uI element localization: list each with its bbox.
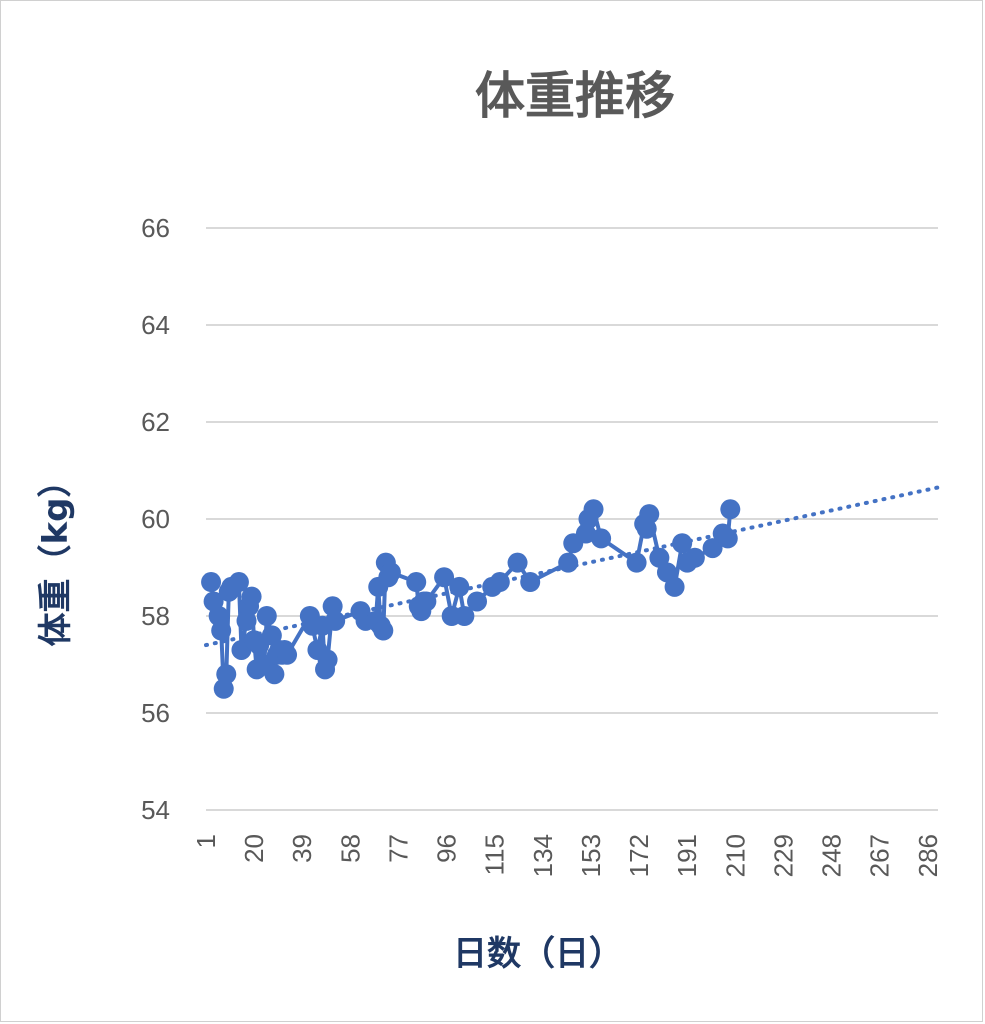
data-point-32: [325, 610, 346, 631]
data-point-12: [241, 586, 262, 607]
data-point-19: [264, 664, 285, 685]
y-tick-54: 54: [141, 795, 170, 825]
x-tick-20: 20: [239, 834, 269, 863]
data-point-5: [216, 664, 237, 685]
x-tick-39: 39: [287, 834, 317, 863]
data-point-47: [434, 567, 455, 588]
x-tick-210: 210: [720, 834, 750, 877]
x-tick-267: 267: [865, 834, 895, 877]
data-point-68: [664, 576, 685, 597]
y-tick-60: 60: [141, 504, 170, 534]
x-tick-96: 96: [432, 834, 462, 863]
grid-lines: [206, 227, 938, 811]
data-point-38: [373, 620, 394, 641]
data-point-8: [228, 572, 249, 593]
data-points: [201, 499, 741, 699]
data-point-42: [406, 572, 427, 593]
x-tick-115: 115: [480, 834, 510, 875]
x-axis-title: 日数（日）: [453, 934, 623, 974]
x-tick-77: 77: [383, 834, 413, 863]
x-tick-58: 58: [335, 834, 365, 863]
data-point-75: [720, 499, 741, 520]
data-point-30: [317, 649, 338, 670]
x-tick-229: 229: [768, 834, 798, 877]
data-point-54: [507, 552, 528, 573]
x-tick-1: 1: [191, 834, 221, 848]
data-point-61: [591, 528, 612, 549]
data-point-53: [489, 572, 510, 593]
data-point-60: [583, 499, 604, 520]
y-tick-62: 62: [141, 407, 170, 437]
data-point-50: [454, 606, 475, 626]
x-tick-248: 248: [817, 834, 847, 877]
data-point-3: [211, 620, 232, 641]
y-tick-58: 58: [141, 601, 170, 631]
data-point-24: [277, 644, 298, 665]
data-point-71: [684, 547, 705, 568]
data-point-49: [449, 576, 470, 597]
chart-title: 体重推移: [475, 67, 675, 125]
data-point-74: [717, 528, 738, 549]
data-point-51: [467, 591, 488, 612]
x-tick-191: 191: [672, 834, 702, 877]
data-point-55: [520, 572, 541, 593]
data-point-65: [639, 504, 660, 525]
x-tick-134: 134: [528, 834, 558, 877]
data-point-69: [672, 533, 693, 554]
data-point-56: [558, 552, 579, 573]
y-tick-64: 64: [141, 310, 170, 340]
x-tick-172: 172: [624, 834, 654, 877]
x-tick-286: 286: [913, 834, 943, 877]
data-point-17: [256, 606, 277, 626]
data-point-0: [201, 572, 222, 593]
data-point-62: [626, 552, 647, 573]
y-tick-56: 56: [141, 698, 170, 728]
y-axis-title: 体重（kg）: [36, 464, 76, 647]
y-tick-66: 66: [141, 213, 170, 243]
x-tick-153: 153: [576, 834, 606, 877]
data-point-46: [416, 591, 437, 612]
y-tick-labels: 54 56 58 60 62 64 66: [141, 213, 170, 825]
data-point-41: [380, 562, 401, 583]
x-tick-labels: 1 20 39 58 77 96 115 134 153 172 191 210 229 248 267 28…: [191, 834, 943, 877]
data-point-72: [702, 538, 723, 559]
